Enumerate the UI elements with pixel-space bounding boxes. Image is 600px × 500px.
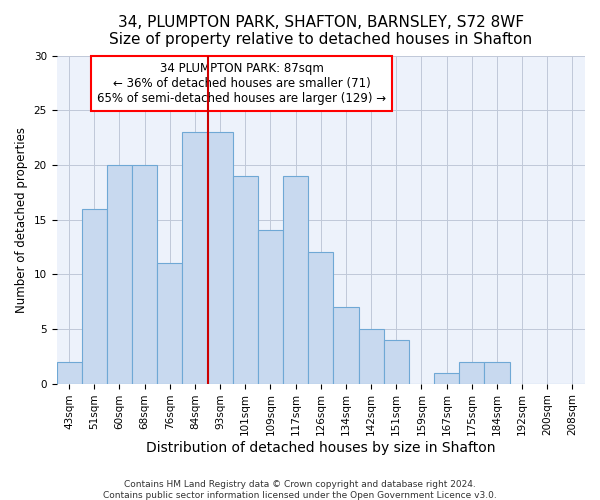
Bar: [359, 329, 383, 384]
Text: 34 PLUMPTON PARK: 87sqm
← 36% of detached houses are smaller (71)
65% of semi-de: 34 PLUMPTON PARK: 87sqm ← 36% of detache…: [97, 62, 386, 105]
Bar: [308, 252, 334, 384]
Bar: [434, 372, 459, 384]
Y-axis label: Number of detached properties: Number of detached properties: [15, 126, 28, 312]
Title: 34, PLUMPTON PARK, SHAFTON, BARNSLEY, S72 8WF
Size of property relative to detac: 34, PLUMPTON PARK, SHAFTON, BARNSLEY, S7…: [109, 15, 532, 48]
Bar: [157, 264, 182, 384]
Bar: [484, 362, 509, 384]
X-axis label: Distribution of detached houses by size in Shafton: Distribution of detached houses by size …: [146, 441, 496, 455]
Bar: [383, 340, 409, 384]
Bar: [459, 362, 484, 384]
Bar: [132, 165, 157, 384]
Bar: [182, 132, 208, 384]
Bar: [56, 362, 82, 384]
Bar: [334, 307, 359, 384]
Bar: [283, 176, 308, 384]
Bar: [208, 132, 233, 384]
Text: Contains HM Land Registry data © Crown copyright and database right 2024.
Contai: Contains HM Land Registry data © Crown c…: [103, 480, 497, 500]
Bar: [82, 208, 107, 384]
Bar: [233, 176, 258, 384]
Bar: [258, 230, 283, 384]
Bar: [107, 165, 132, 384]
